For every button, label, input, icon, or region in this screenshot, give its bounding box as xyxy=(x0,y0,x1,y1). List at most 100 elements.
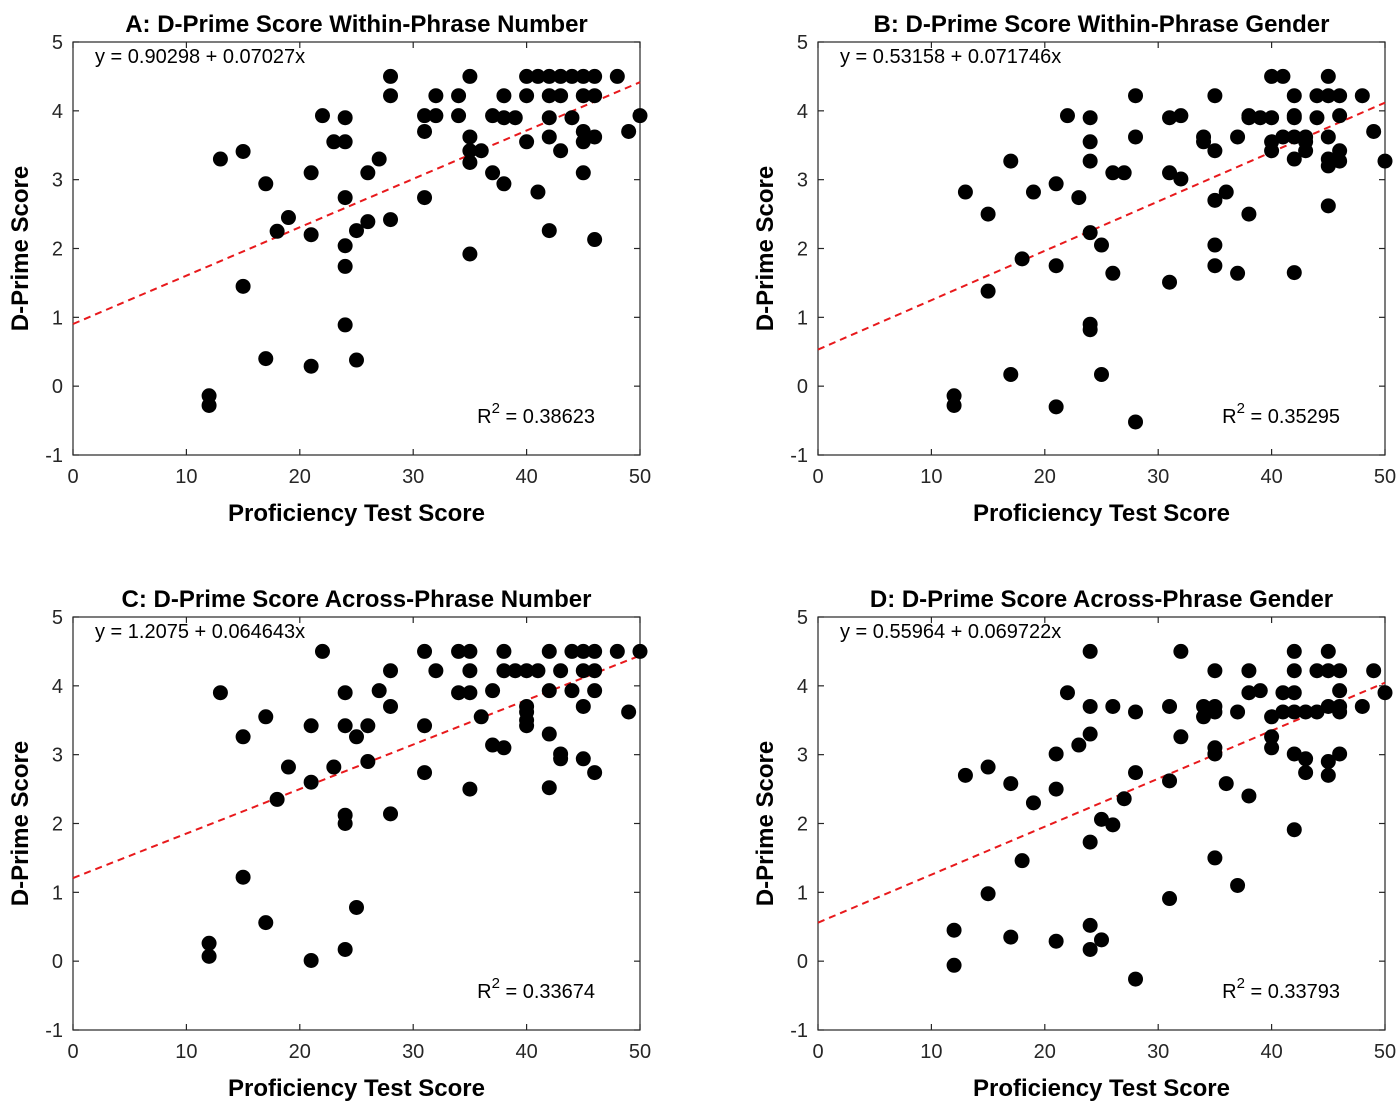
x-tick-label: 30 xyxy=(1147,1041,1169,1063)
data-point xyxy=(462,246,478,262)
data-point xyxy=(496,740,512,756)
data-point xyxy=(1048,399,1064,415)
data-point xyxy=(235,729,251,745)
data-point xyxy=(1309,110,1325,126)
data-point xyxy=(1354,698,1370,714)
data-point xyxy=(587,663,603,679)
r-squared-letter: R xyxy=(477,981,491,1003)
y-tick-label: 3 xyxy=(797,745,808,767)
y-tick-label: 0 xyxy=(52,376,63,398)
data-point xyxy=(1128,704,1144,720)
data-point xyxy=(1286,822,1302,838)
data-point xyxy=(553,88,569,104)
data-point xyxy=(303,952,319,968)
data-point xyxy=(451,108,467,124)
data-point xyxy=(1264,740,1280,756)
data-point xyxy=(1275,704,1291,720)
data-point xyxy=(417,765,433,781)
data-point xyxy=(587,683,603,699)
data-point xyxy=(1218,184,1234,200)
data-point xyxy=(1162,698,1178,714)
data-point xyxy=(1128,414,1144,430)
data-point xyxy=(1196,698,1212,714)
data-point xyxy=(1320,767,1336,783)
data-point xyxy=(1003,153,1019,169)
x-tick-label: 10 xyxy=(175,1041,197,1063)
data-point xyxy=(1059,108,1075,124)
data-point xyxy=(258,176,274,192)
data-point xyxy=(519,718,535,734)
data-point xyxy=(587,765,603,781)
data-point xyxy=(1230,129,1246,145)
data-point xyxy=(462,643,478,659)
y-tick-label: 0 xyxy=(52,951,63,973)
y-tick-label: -1 xyxy=(790,1020,808,1042)
data-point xyxy=(1048,258,1064,274)
data-point xyxy=(530,68,546,84)
data-point xyxy=(1286,265,1302,281)
data-point xyxy=(1162,274,1178,290)
data-point xyxy=(451,685,467,701)
data-point xyxy=(485,737,501,753)
data-point xyxy=(1320,663,1336,679)
data-point xyxy=(1354,88,1370,104)
data-point xyxy=(575,88,591,104)
data-point xyxy=(1309,704,1325,720)
y-tick-label: 1 xyxy=(797,882,808,904)
data-point xyxy=(1071,737,1087,753)
data-point xyxy=(1275,129,1291,145)
data-point xyxy=(564,643,580,659)
data-point xyxy=(553,143,569,159)
x-tick-label: 30 xyxy=(402,1041,424,1063)
x-tick-label: 20 xyxy=(289,466,311,488)
data-point xyxy=(337,317,353,333)
data-point xyxy=(1162,891,1178,907)
data-point xyxy=(1286,746,1302,762)
data-point xyxy=(462,129,478,145)
data-point xyxy=(1094,366,1109,382)
x-tick-label: 40 xyxy=(515,1041,537,1063)
r-squared-annotation: R2 = 0.35295 xyxy=(1222,400,1340,428)
y-tick-label: 4 xyxy=(52,101,63,123)
data-point xyxy=(1275,685,1291,701)
data-point xyxy=(485,108,501,124)
data-point xyxy=(541,68,557,84)
y-tick-label: 0 xyxy=(797,951,808,973)
data-point xyxy=(496,110,512,126)
y-axis-label: D-Prime Score xyxy=(7,741,34,906)
data-point xyxy=(1264,143,1280,159)
data-point xyxy=(507,663,523,679)
data-point xyxy=(428,88,444,104)
data-point xyxy=(1162,773,1178,789)
y-axis-label: D-Prime Score xyxy=(7,166,34,331)
data-point xyxy=(303,358,319,374)
data-point xyxy=(1048,746,1064,762)
y-tick-label: 2 xyxy=(797,814,808,836)
data-point xyxy=(1332,683,1348,699)
data-point xyxy=(621,123,637,139)
data-point xyxy=(417,643,433,659)
data-point xyxy=(1128,88,1144,104)
data-point xyxy=(1207,237,1223,253)
data-point xyxy=(1003,929,1019,945)
x-tick-label: 10 xyxy=(175,466,197,488)
data-point xyxy=(314,108,330,124)
data-point xyxy=(541,683,557,699)
y-tick-label: 5 xyxy=(52,607,63,629)
data-point xyxy=(1196,709,1212,725)
data-point xyxy=(946,397,962,413)
data-point xyxy=(417,718,433,734)
x-tick-label: 50 xyxy=(629,1041,651,1063)
data-point xyxy=(1014,853,1030,869)
data-point xyxy=(541,726,557,742)
data-point xyxy=(1082,643,1098,659)
data-point xyxy=(575,123,591,139)
r-squared-exponent: 2 xyxy=(492,400,500,417)
data-point xyxy=(1332,88,1348,104)
data-point xyxy=(349,899,364,915)
x-tick-label: 40 xyxy=(1260,466,1282,488)
data-point xyxy=(349,352,364,368)
data-point xyxy=(1230,704,1246,720)
data-point xyxy=(269,223,285,239)
data-point xyxy=(1082,834,1098,850)
